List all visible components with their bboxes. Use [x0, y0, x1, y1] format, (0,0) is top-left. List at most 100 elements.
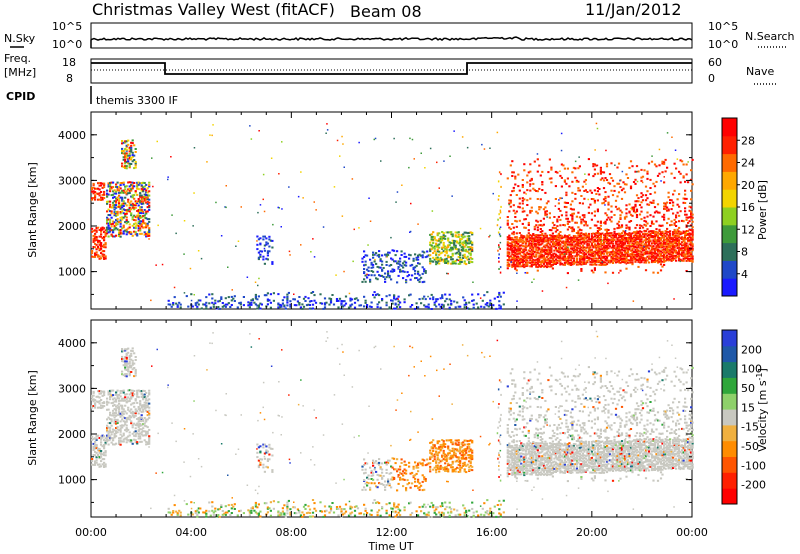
power-cell	[124, 209, 127, 212]
power-cell	[417, 255, 420, 258]
power-cell	[367, 244, 369, 246]
power-cell	[247, 304, 250, 307]
power-cell	[682, 238, 685, 241]
power-cell	[121, 182, 124, 184]
power-cell	[483, 306, 486, 309]
power-cell	[575, 249, 578, 252]
power-cell	[524, 245, 527, 248]
power-cell	[670, 251, 673, 253]
power-cell	[688, 246, 691, 249]
power-cell	[649, 178, 652, 181]
power-cell	[629, 257, 633, 260]
power-cell	[454, 306, 457, 309]
power-cell	[634, 231, 637, 234]
power-cell	[526, 204, 529, 206]
velocity-cell	[113, 420, 116, 423]
power-cell	[296, 300, 299, 303]
power-cell	[97, 192, 100, 195]
power-cell	[599, 178, 602, 181]
power-cell	[554, 258, 557, 261]
power-cell	[673, 222, 676, 225]
power-cell	[183, 220, 186, 222]
power-cell	[146, 233, 149, 236]
velocity-cell	[265, 451, 268, 454]
power-cell	[363, 278, 366, 281]
velocity-cell	[137, 423, 140, 426]
power-cell	[640, 244, 643, 247]
power-cell	[539, 238, 542, 241]
power-cell	[472, 303, 475, 306]
power-cell	[635, 236, 639, 239]
power-cell	[539, 263, 542, 266]
power-cell	[221, 305, 224, 308]
power-cell	[595, 249, 598, 251]
velocity-cell	[432, 446, 435, 449]
power-cell	[666, 238, 669, 241]
power-cell	[583, 224, 586, 227]
power-cell	[137, 200, 140, 203]
power-cell	[323, 302, 327, 305]
power-cell	[100, 229, 103, 231]
velocity-cell	[445, 458, 448, 461]
power-cell	[672, 248, 675, 251]
power-cell	[499, 305, 502, 308]
power-cell	[109, 227, 112, 230]
power-cell	[92, 241, 95, 243]
power-cell	[98, 249, 101, 252]
power-cell	[675, 240, 678, 243]
velocity-cell	[122, 389, 125, 392]
power-cell	[548, 249, 551, 252]
power-cell	[619, 236, 622, 239]
power-cell	[530, 251, 533, 254]
power-cell	[590, 191, 593, 194]
power-cell	[450, 302, 453, 305]
power-cell	[655, 240, 658, 243]
power-cell	[366, 306, 369, 308]
power-cell	[520, 254, 523, 257]
power-cell	[118, 235, 121, 237]
power-cell	[101, 186, 104, 189]
power-cell	[459, 241, 462, 244]
power-cell	[409, 264, 412, 267]
power-cell	[399, 260, 402, 263]
power-cell	[687, 161, 689, 163]
power-cell	[611, 255, 615, 258]
power-cell	[631, 237, 634, 240]
power-cell	[444, 293, 447, 296]
velocity-cell	[103, 391, 106, 394]
velocity-cell	[131, 362, 134, 365]
power-cell	[601, 248, 604, 251]
power-cell	[139, 209, 142, 212]
power-cell	[547, 259, 550, 262]
power-cell	[450, 233, 453, 236]
power-cell	[599, 257, 602, 260]
power-cell	[523, 266, 526, 269]
power-cell	[595, 232, 598, 234]
power-cell	[563, 259, 566, 262]
power-cell	[444, 260, 447, 263]
power-cell	[263, 249, 266, 252]
power-cell	[625, 248, 628, 251]
power-cell	[137, 218, 140, 221]
power-cell	[524, 253, 527, 256]
velocity-cell	[405, 469, 408, 472]
power-cell	[678, 232, 681, 235]
power-cell	[512, 257, 515, 260]
power-cell	[263, 247, 266, 250]
power-cell	[254, 303, 257, 306]
power-cell	[580, 242, 583, 245]
power-cell	[676, 243, 679, 246]
power-cell	[530, 244, 533, 247]
power-cell	[498, 253, 500, 256]
power-cell	[523, 255, 526, 258]
power-cell	[454, 235, 457, 238]
power-cell	[667, 244, 670, 247]
power-cell	[266, 292, 269, 295]
power-cell	[568, 185, 571, 188]
power-cell	[675, 251, 678, 254]
power-cell	[499, 241, 502, 244]
power-cell	[565, 259, 568, 262]
power-cell	[457, 252, 460, 255]
power-cell	[512, 226, 515, 229]
power-cell	[125, 144, 128, 147]
